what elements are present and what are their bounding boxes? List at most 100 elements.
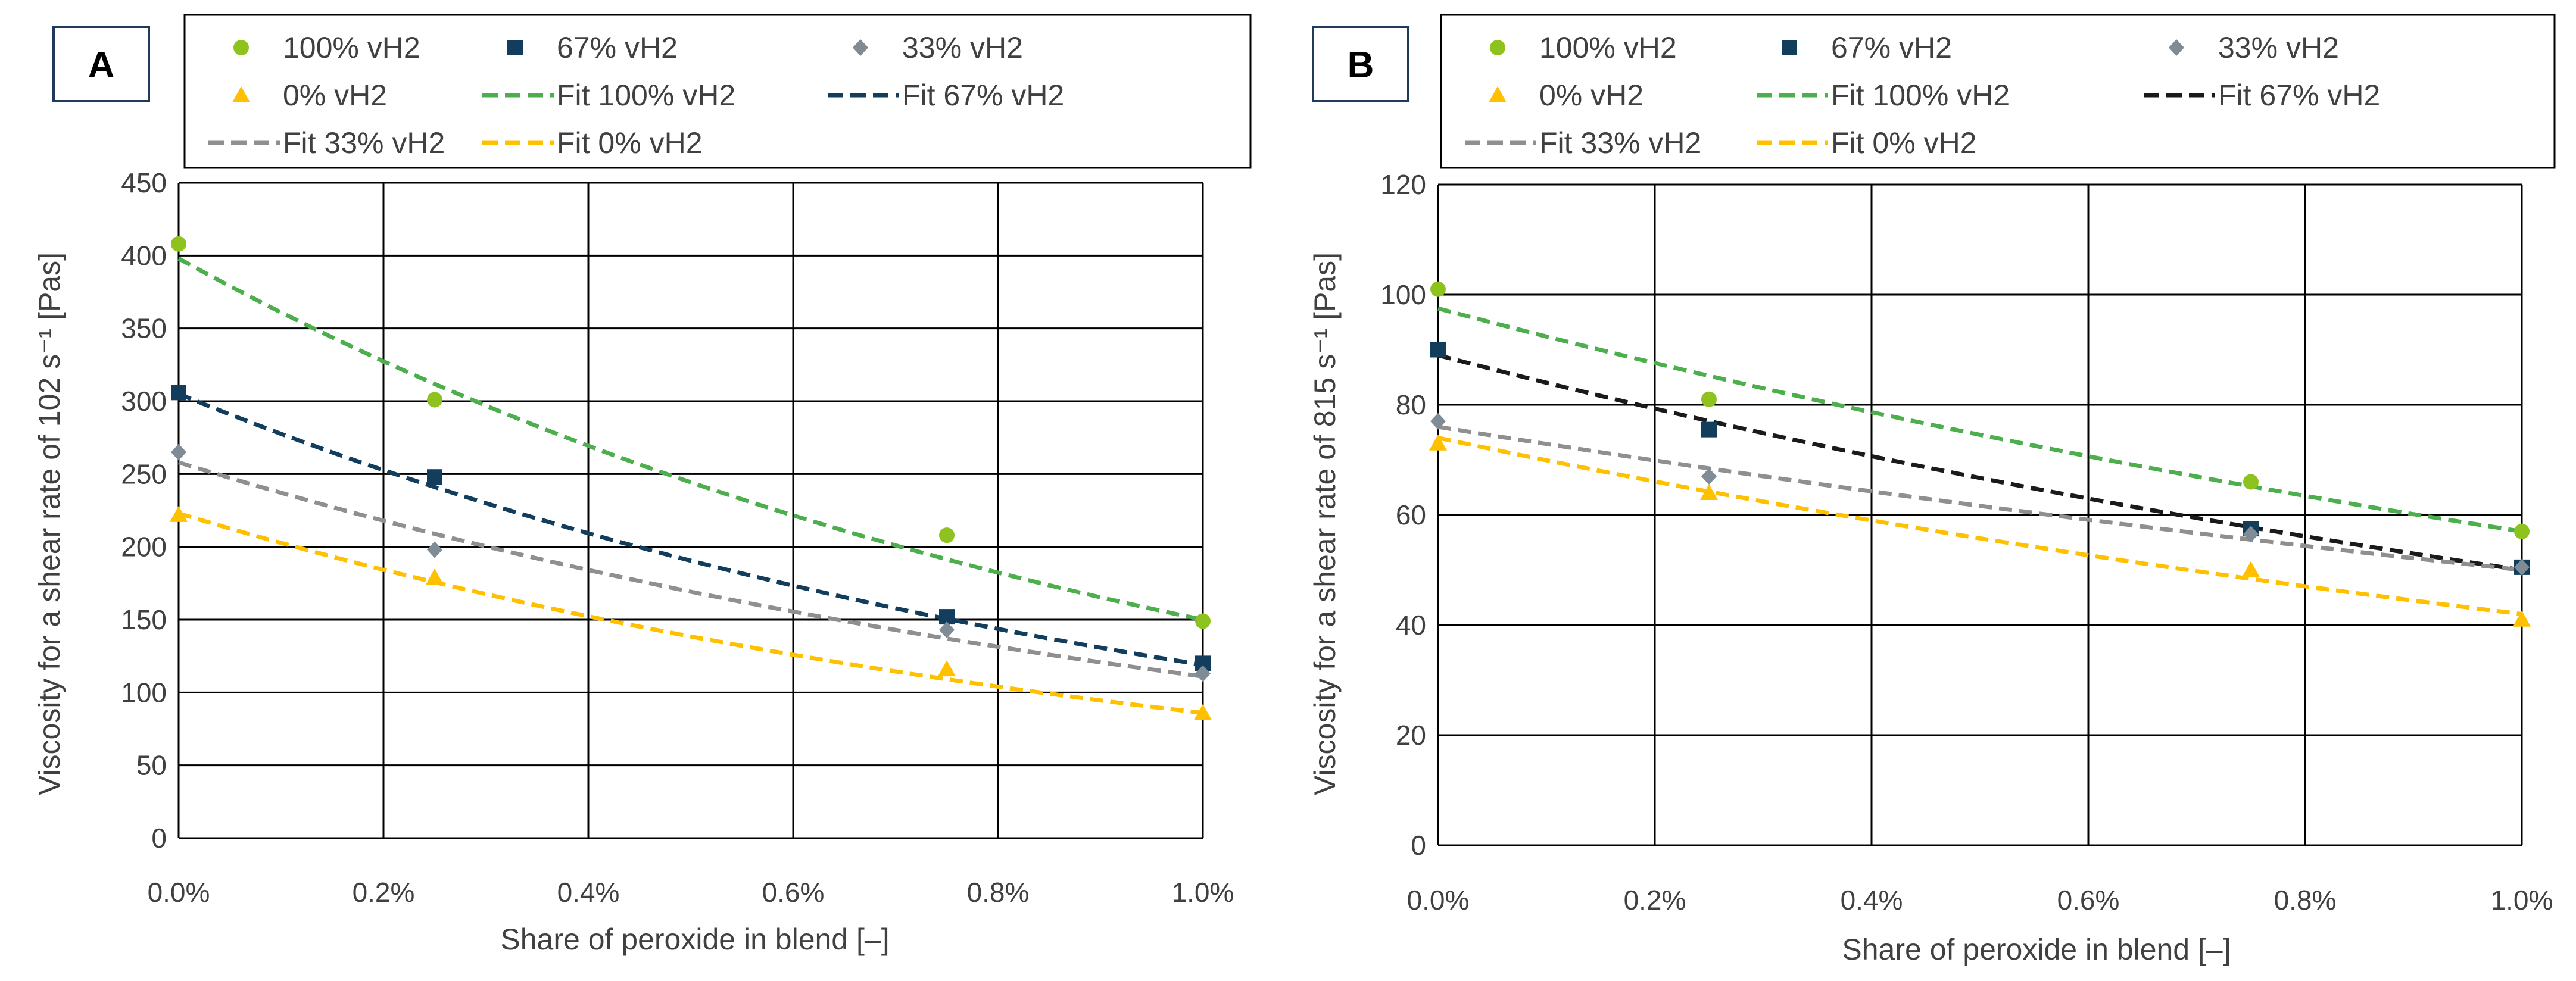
data-point-0-vh2	[938, 660, 956, 677]
x-tick-label: 0.0%	[1407, 885, 1470, 916]
data-point-67-vh2	[1701, 421, 1717, 438]
legend-marker-33-vh2	[2169, 39, 2184, 56]
legend-label-0-vh2: 0% vH2	[1539, 79, 1643, 112]
legend-label-fit-0-vh2: Fit 0% vH2	[557, 126, 703, 160]
fit-line-fit-67-vh2	[1437, 353, 2522, 572]
legend-marker-67-vh2	[507, 40, 523, 55]
legend-label-67-vh2: 67% vH2	[557, 31, 678, 64]
data-point-0-vh2	[1429, 434, 1447, 451]
x-tick-label: 1.0%	[1172, 877, 1234, 908]
x-tick-label: 0.0%	[148, 877, 210, 908]
x-tick-label: 0.2%	[353, 877, 415, 908]
y-tick-label: 150	[121, 604, 167, 635]
x-tick-label: 0.4%	[1841, 885, 1903, 916]
legend-label-33-vh2: 33% vH2	[902, 31, 1023, 64]
data-point-100-vh2	[171, 236, 186, 252]
data-point-33-vh2	[1701, 468, 1717, 485]
legend-box	[183, 14, 1252, 169]
data-point-33-vh2	[939, 621, 955, 639]
legend-label-fit-33-vh2: Fit 33% vH2	[283, 126, 445, 160]
y-tick-label: 120	[1380, 169, 1426, 200]
legend-label-fit-0-vh2: Fit 0% vH2	[1831, 126, 1977, 160]
data-point-0-vh2	[1700, 484, 1718, 500]
fit-line-fit-33-vh2	[1437, 424, 2522, 572]
data-point-33-vh2	[1195, 665, 1211, 682]
y-tick-label: 50	[136, 750, 167, 781]
legend-marker-0-vh2	[232, 86, 250, 102]
y-tick-label: 60	[1396, 499, 1426, 530]
y-tick-label: 0	[1411, 830, 1426, 861]
data-point-67-vh2	[171, 385, 186, 401]
legend-label-fit-33-vh2: Fit 33% vH2	[1539, 126, 1701, 160]
data-point-100-vh2	[1701, 391, 1717, 407]
y-axis-title: Viscosity for a shear rate of 102 s⁻¹ [P…	[33, 252, 66, 795]
x-tick-label: 0.4%	[557, 877, 620, 908]
y-tick-label: 350	[121, 313, 167, 344]
data-point-0-vh2	[2513, 610, 2531, 627]
fit-line-fit-0-vh2	[1437, 436, 2522, 616]
legend-marker-0-vh2	[1489, 86, 1507, 102]
data-point-67-vh2	[1430, 342, 1446, 358]
y-tick-label: 100	[1380, 279, 1426, 310]
data-point-33-vh2	[2514, 558, 2530, 576]
x-tick-label: 0.8%	[967, 877, 1030, 908]
x-tick-label: 1.0%	[2491, 885, 2553, 916]
data-point-0-vh2	[426, 568, 444, 585]
y-tick-label: 400	[121, 240, 167, 271]
y-axis-title: Viscosity for a shear rate of 815 s⁻¹ [P…	[1308, 252, 1342, 795]
y-tick-label: 450	[121, 167, 167, 198]
fit-line-fit-100-vh2	[177, 257, 1203, 622]
x-axis-title: Share of peroxide in blend [–]	[500, 923, 889, 956]
fit-line-fit-0-vh2	[178, 511, 1203, 716]
data-point-33-vh2	[171, 443, 186, 461]
y-tick-label: 80	[1396, 389, 1426, 420]
legend-label-67-vh2: 67% vH2	[1831, 31, 1952, 64]
data-point-100-vh2	[1430, 281, 1446, 297]
x-tick-label: 0.6%	[2057, 885, 2120, 916]
x-tick-label: 0.2%	[1624, 885, 1686, 916]
legend-label-fit-67-vh2: Fit 67% vH2	[902, 79, 1064, 112]
data-point-33-vh2	[1430, 413, 1446, 430]
legend-label-fit-100-vh2: Fit 100% vH2	[557, 79, 735, 112]
fit-line-fit-33-vh2	[177, 460, 1203, 679]
y-tick-label: 20	[1396, 720, 1426, 751]
y-tick-label: 250	[121, 458, 167, 489]
data-point-100-vh2	[2514, 523, 2530, 539]
fit-line-fit-67-vh2	[177, 392, 1203, 667]
legend-label-33-vh2: 33% vH2	[2218, 31, 2339, 64]
y-tick-label: 100	[121, 677, 167, 708]
fit-line-fit-100-vh2	[1437, 306, 2522, 534]
legend-label-100-vh2: 100% vH2	[283, 31, 420, 64]
y-tick-label: 40	[1396, 610, 1426, 641]
legend-label-0-vh2: 0% vH2	[283, 79, 387, 112]
panel-b-label: B	[1348, 45, 1374, 86]
data-point-0-vh2	[1194, 704, 1212, 720]
legend-label-fit-100-vh2: Fit 100% vH2	[1831, 79, 2010, 112]
panel-a-label-box	[52, 26, 150, 102]
data-point-100-vh2	[939, 527, 955, 543]
data-point-0-vh2	[170, 505, 188, 522]
x-tick-label: 0.6%	[762, 877, 825, 908]
panel-a-label: A	[88, 45, 115, 86]
panel-b-label-box	[1312, 26, 1409, 102]
data-point-100-vh2	[2243, 474, 2259, 490]
data-point-100-vh2	[1195, 613, 1211, 629]
chart-panel-a: 0 50 100 150 200 250 300 350 400 450 0.0% 0.2% 0.4% 0…	[33, 14, 1252, 956]
data-point-67-vh2	[427, 469, 442, 485]
legend-marker-100-vh2	[233, 40, 249, 55]
legend-marker-100-vh2	[1490, 40, 1505, 55]
legend-box	[1440, 14, 2556, 169]
x-tick-label: 0.8%	[2274, 885, 2337, 916]
y-tick-label: 300	[121, 386, 167, 417]
data-point-33-vh2	[427, 541, 442, 558]
legend-marker-33-vh2	[853, 39, 868, 56]
data-point-0-vh2	[2242, 561, 2260, 577]
x-axis-title: Share of peroxide in blend [–]	[1842, 933, 2231, 966]
data-point-100-vh2	[427, 392, 442, 408]
y-tick-label: 200	[121, 532, 167, 563]
legend-marker-67-vh2	[1782, 40, 1797, 55]
data-point-33-vh2	[2243, 526, 2259, 543]
legend-label-fit-67-vh2: Fit 67% vH2	[2218, 79, 2380, 112]
y-tick-label: 0	[151, 823, 167, 854]
